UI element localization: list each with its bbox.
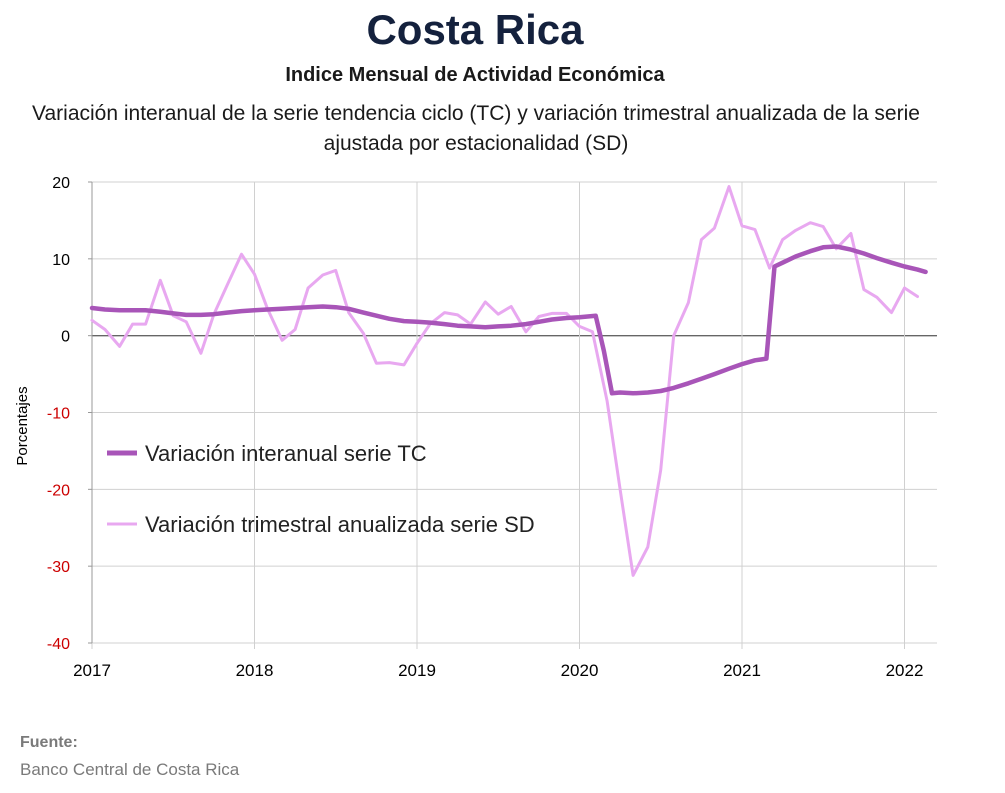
chart-subtitle: Indice Mensual de Actividad Económica <box>285 64 665 86</box>
x-tick-label: 2021 <box>723 661 761 680</box>
chart-title: Costa Rica <box>366 6 584 53</box>
x-tick-label: 2022 <box>886 661 924 680</box>
y-tick-label: -40 <box>47 636 70 653</box>
series-line-tc <box>89 244 928 396</box>
y-tick-label: -20 <box>47 482 70 499</box>
y-tick-label: 0 <box>61 329 70 346</box>
source-text: Banco Central de Costa Rica <box>20 760 240 779</box>
y-tick-label: -10 <box>47 406 70 423</box>
legend: Variación interanual serie TC Variación … <box>107 441 535 537</box>
x-tick-label: 2017 <box>73 661 111 680</box>
x-tick-label: 2020 <box>561 661 599 680</box>
x-tick-label: 2019 <box>398 661 436 680</box>
x-tick-label: 2018 <box>236 661 274 680</box>
series-lines <box>89 185 928 577</box>
series-line-sd <box>90 185 919 577</box>
x-axis-ticks: 2017 2018 2019 2020 2021 2022 <box>73 661 923 680</box>
legend-label-sd: Variación trimestral anualizada serie SD <box>145 512 535 537</box>
source-label: Fuente: <box>20 734 78 751</box>
chart-description: Variación interanual de la serie tendenc… <box>32 102 920 155</box>
y-axis-label: Porcentajes <box>14 386 31 465</box>
y-tick-label: 20 <box>52 175 70 192</box>
y-axis-ticks: 20 10 0 -10 -20 -30 -40 <box>47 175 92 653</box>
legend-label-tc: Variación interanual serie TC <box>145 441 427 466</box>
y-tick-label: -30 <box>47 559 70 576</box>
y-tick-label: 10 <box>52 252 70 269</box>
